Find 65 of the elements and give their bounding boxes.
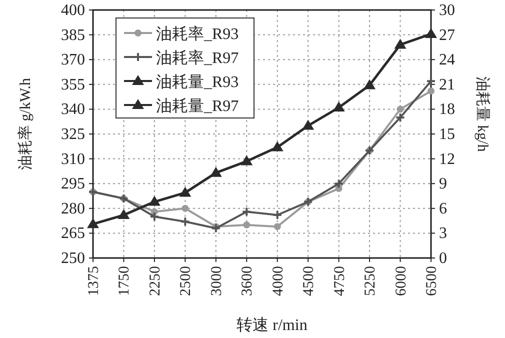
y2-tick-label: 6 [439,200,447,218]
point [240,155,253,166]
y2-tick-label: 12 [439,150,455,168]
y2-tick-label: 0 [439,250,447,267]
x-tick-label: 3600 [240,266,256,296]
point [274,223,281,230]
point [428,88,434,95]
y-tick-label: 385 [61,26,85,44]
y-tick-label: 355 [61,76,85,94]
y-axis-title: 油耗率 g/kW.h [17,78,34,170]
x-tick-label: 6000 [393,266,410,296]
y-tick-label: 250 [61,250,85,267]
point [210,166,222,177]
point [149,212,160,222]
legend-label: 油耗量_R97 [156,97,239,115]
x-tick-label: 2500 [178,266,194,296]
point [396,106,404,113]
point [87,218,99,228]
x-tick-label: 1750 [116,266,133,296]
x-tick-label: 4500 [301,266,318,296]
point [425,28,437,38]
x-tick-label: 1375 [86,266,102,296]
y2-axis-title: 油耗量 kg/h [474,76,491,152]
y-tick-label: 325 [61,126,85,143]
point [210,223,221,234]
y-tick-label: 340 [61,101,85,118]
y2-tick-label: 3 [439,225,447,242]
y2-tick-label: 9 [439,176,447,193]
point [182,204,189,212]
legend-label: 油耗率_R93 [156,25,239,43]
x-tick-label: 4750 [332,266,348,296]
x-tick-label: 6500 [424,266,440,296]
x-axis-title: 转速 r/min [236,316,308,334]
y-tick-label: 400 [61,2,85,19]
legend-label: 油耗量_R93 [156,73,239,91]
y-tick-label: 295 [61,176,85,193]
point [242,206,252,217]
y2-tick-label: 30 [439,2,455,19]
point [179,186,192,197]
legend-label: 油耗率_R97 [156,49,239,67]
y2-tick-label: 24 [439,52,455,69]
point [332,102,345,112]
point [272,210,282,220]
y2-tick-label: 15 [439,126,455,143]
x-tick-label: 2250 [147,266,164,296]
point [148,196,160,206]
y2-tick-label: 21 [439,76,455,94]
point [118,209,130,220]
x-tick-label: 4000 [270,266,286,296]
point [271,141,284,152]
point [302,120,314,130]
point [243,221,250,228]
y2-tick-label: 27 [439,26,455,44]
y-tick-label: 280 [61,200,85,218]
point [364,79,376,90]
point [180,216,190,227]
x-tick-label: 5250 [362,266,379,296]
point [334,178,344,189]
point [394,38,406,49]
y-tick-label: 310 [61,150,85,168]
point [395,112,406,122]
y-tick-label: 370 [61,52,85,69]
x-tick-label: 3000 [208,266,225,296]
y-tick-label: 265 [61,225,85,242]
y2-tick-label: 18 [439,101,455,118]
